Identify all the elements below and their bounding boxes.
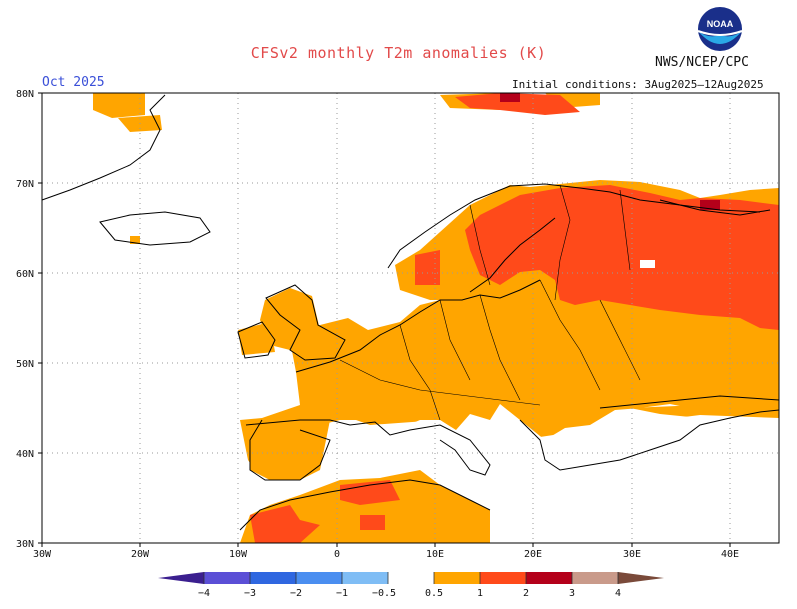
red-anomaly-fennoscandia-russia [465, 185, 779, 330]
orange-anomaly-greenland [93, 93, 145, 118]
colorbar-cell [480, 572, 526, 584]
noaa-logo-icon: NOAA [697, 7, 743, 51]
colorbar-cell [388, 572, 434, 584]
colorbar-tick-label: 3 [569, 588, 575, 599]
orange-anomaly-iceland-dot [130, 236, 140, 244]
gridlines [42, 93, 779, 543]
red-anomaly-norway-coast [415, 250, 440, 285]
red-anomaly-algeria [340, 480, 400, 505]
darkred-anomaly-svalbard [500, 93, 520, 102]
coastlines [41, 94, 780, 531]
orange-anomaly-turkey [630, 405, 779, 420]
colorbar-cell [296, 572, 342, 584]
colorbar-cell [342, 572, 388, 584]
colorbar-tick-label: 2 [523, 588, 529, 599]
map-title: CFSv2 monthly T2m anomalies (K) [250, 44, 547, 62]
colorbar-min-arrow [158, 572, 204, 584]
lon-label-30e: 30E [623, 549, 641, 560]
colorbar-tick-label: 1 [477, 588, 483, 599]
colorbar-tick-label: −0.5 [372, 588, 396, 599]
lat-label-40n: 40N [16, 449, 34, 460]
orange-anomaly-uk [260, 288, 350, 360]
red-anomaly-svalbard [455, 93, 580, 115]
colorbar-cell [526, 572, 572, 584]
axis-ticks [38, 92, 731, 547]
noaa-logo-text: NOAA [707, 19, 734, 29]
colorbar-tick-label: −4 [198, 588, 210, 599]
plot-frame [41, 92, 780, 544]
initial-conditions-label: Initial conditions: 3Aug2025–12Aug2025 [512, 78, 764, 91]
anomaly-fill-layer [93, 93, 779, 543]
lon-label-0: 0 [334, 549, 340, 560]
lat-label-50n: 50N [16, 359, 34, 370]
red-anomaly-morocco [250, 505, 320, 543]
lon-label-30w: 30W [33, 549, 52, 560]
colorbar: −4 −3 −2 −1 −0.5 0.5 1 2 3 4 [158, 572, 664, 599]
country-borders [339, 184, 641, 421]
longitude-labels: 30W 20W 10W 0 10E 20E 30E 40E [33, 549, 739, 560]
colorbar-max-arrow [618, 572, 664, 584]
orange-anomaly-ireland [238, 322, 275, 355]
white-gap-kola [640, 260, 655, 268]
darkred-anomaly-barents [700, 200, 720, 210]
lat-label-60n: 60N [16, 269, 34, 280]
lon-label-20w: 20W [131, 549, 150, 560]
forecast-month-label: Oct 2025 [42, 75, 105, 90]
lat-label-70n: 70N [16, 179, 34, 190]
lon-label-10e: 10E [426, 549, 444, 560]
colorbar-cell [250, 572, 296, 584]
orange-anomaly-iberia [248, 420, 330, 480]
lon-label-20e: 20E [524, 549, 542, 560]
colorbar-cell [572, 572, 618, 584]
lon-label-10w: 10W [229, 549, 248, 560]
white-gap-east-med [490, 415, 779, 543]
colorbar-tick-label: −3 [244, 588, 256, 599]
colorbar-tick-label: −2 [290, 588, 302, 599]
colorbar-cell [434, 572, 480, 584]
lat-label-80n: 80N [16, 89, 34, 100]
colorbar-tick-label: −1 [336, 588, 348, 599]
colorbar-cell [204, 572, 250, 584]
colorbar-tick-label: 0.5 [425, 588, 443, 599]
latitude-labels: 80N 70N 60N 50N 40N 30N [16, 89, 34, 550]
lon-label-40e: 40E [721, 549, 739, 560]
lat-label-30n: 30N [16, 539, 34, 550]
colorbar-tick-label: 4 [615, 588, 621, 599]
red-anomaly-algeria-south [360, 515, 385, 530]
colorbar-separators [203, 572, 619, 584]
agency-label: NWS/NCEP/CPC [655, 55, 749, 70]
